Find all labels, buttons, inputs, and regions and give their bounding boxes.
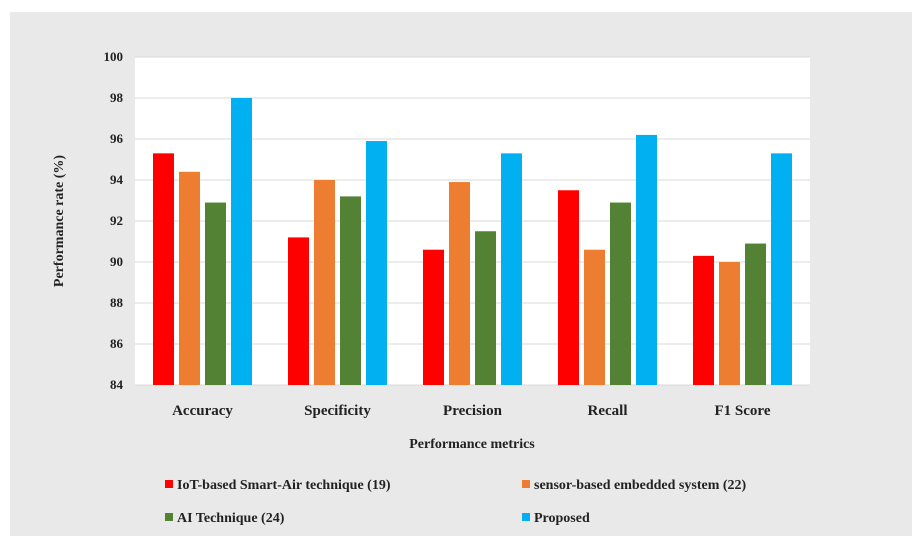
y-tick-label: 90 <box>110 254 123 269</box>
y-tick-label: 88 <box>110 295 124 310</box>
legend-swatch <box>522 513 530 521</box>
bar <box>288 237 309 385</box>
y-tick-label: 92 <box>110 213 123 228</box>
bar <box>610 202 631 385</box>
y-axis-title: Performance rate (%) <box>52 155 67 287</box>
y-tick-label: 94 <box>110 172 124 187</box>
bar <box>366 141 387 385</box>
bar <box>771 153 792 385</box>
bar <box>449 182 470 385</box>
bar <box>584 249 605 385</box>
legend-swatch <box>165 513 173 521</box>
legend-label: IoT-based Smart-Air technique (19) <box>177 478 391 493</box>
bar <box>745 243 766 385</box>
x-category-label: Precision <box>443 403 503 419</box>
bar <box>340 196 361 385</box>
bars <box>153 98 792 385</box>
legend-swatch <box>165 480 173 488</box>
legend-swatch <box>522 480 530 488</box>
bar <box>423 249 444 385</box>
bar <box>693 255 714 385</box>
bar <box>231 98 252 385</box>
bar <box>636 134 657 385</box>
x-category-label: Accuracy <box>172 403 233 419</box>
x-category-labels: Accuracy Specificity Precision Recall F1 Sco… <box>172 403 771 419</box>
x-category-label: Specificity <box>304 403 371 419</box>
legend-label: sensor-based embedded system (22) <box>534 478 747 493</box>
x-axis-title: Performance metrics <box>409 437 535 452</box>
legend: IoT-based Smart-Air technique (19) sensor… <box>165 478 747 526</box>
bar <box>179 171 200 385</box>
x-category-label: Recall <box>588 403 628 419</box>
bar <box>153 153 174 385</box>
bar <box>205 202 226 385</box>
chart-panel: 84 86 88 90 92 94 96 98 100 Accuracy Specificity P… <box>10 12 912 536</box>
y-tick-label: 84 <box>110 377 124 392</box>
y-tick-label: 98 <box>110 90 124 105</box>
bar <box>719 262 740 385</box>
y-tick-label: 86 <box>110 336 124 351</box>
bar <box>558 190 579 385</box>
y-tick-labels: 84 86 88 90 92 94 96 98 100 <box>104 49 124 392</box>
bar <box>501 153 522 385</box>
bar-chart: 84 86 88 90 92 94 96 98 100 Accuracy Specificity P… <box>52 49 810 526</box>
x-category-label: F1 Score <box>715 403 771 419</box>
y-tick-label: 100 <box>104 49 124 64</box>
bar <box>475 231 496 385</box>
legend-label: AI Technique (24) <box>177 511 285 526</box>
y-tick-label: 96 <box>110 131 124 146</box>
legend-label: Proposed <box>534 511 590 526</box>
bar <box>314 180 335 385</box>
